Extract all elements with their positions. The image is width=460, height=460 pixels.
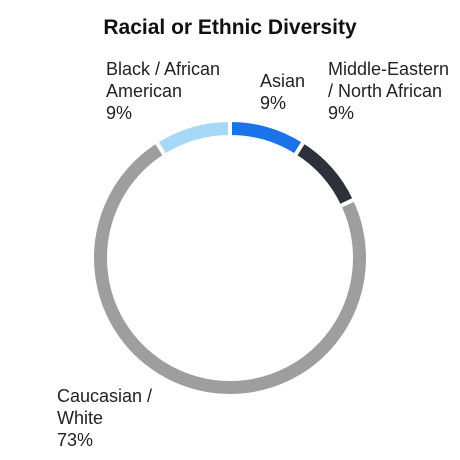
value-label: 9%	[328, 103, 355, 123]
category-name: Black / African American	[106, 59, 221, 101]
category-name: Caucasian / White	[57, 386, 153, 428]
category-name: Middle-Eastern / North African	[328, 59, 450, 101]
donut-segment	[153, 117, 232, 159]
value-label: 9%	[260, 93, 287, 113]
segment-label: Middle-Eastern / North African 9%	[328, 58, 458, 124]
category-name: Asian	[260, 71, 306, 91]
value-label: 9%	[106, 103, 133, 123]
segment-label: Caucasian / White 73%	[57, 385, 187, 451]
segment-label: Asian 9%	[260, 70, 320, 114]
value-label: 73%	[57, 430, 94, 450]
donut-segment	[228, 117, 307, 159]
donut-segment	[292, 138, 358, 210]
chart-title: Racial or Ethnic Diversity	[103, 16, 357, 39]
segment-label: Black / African American 9%	[106, 58, 251, 124]
